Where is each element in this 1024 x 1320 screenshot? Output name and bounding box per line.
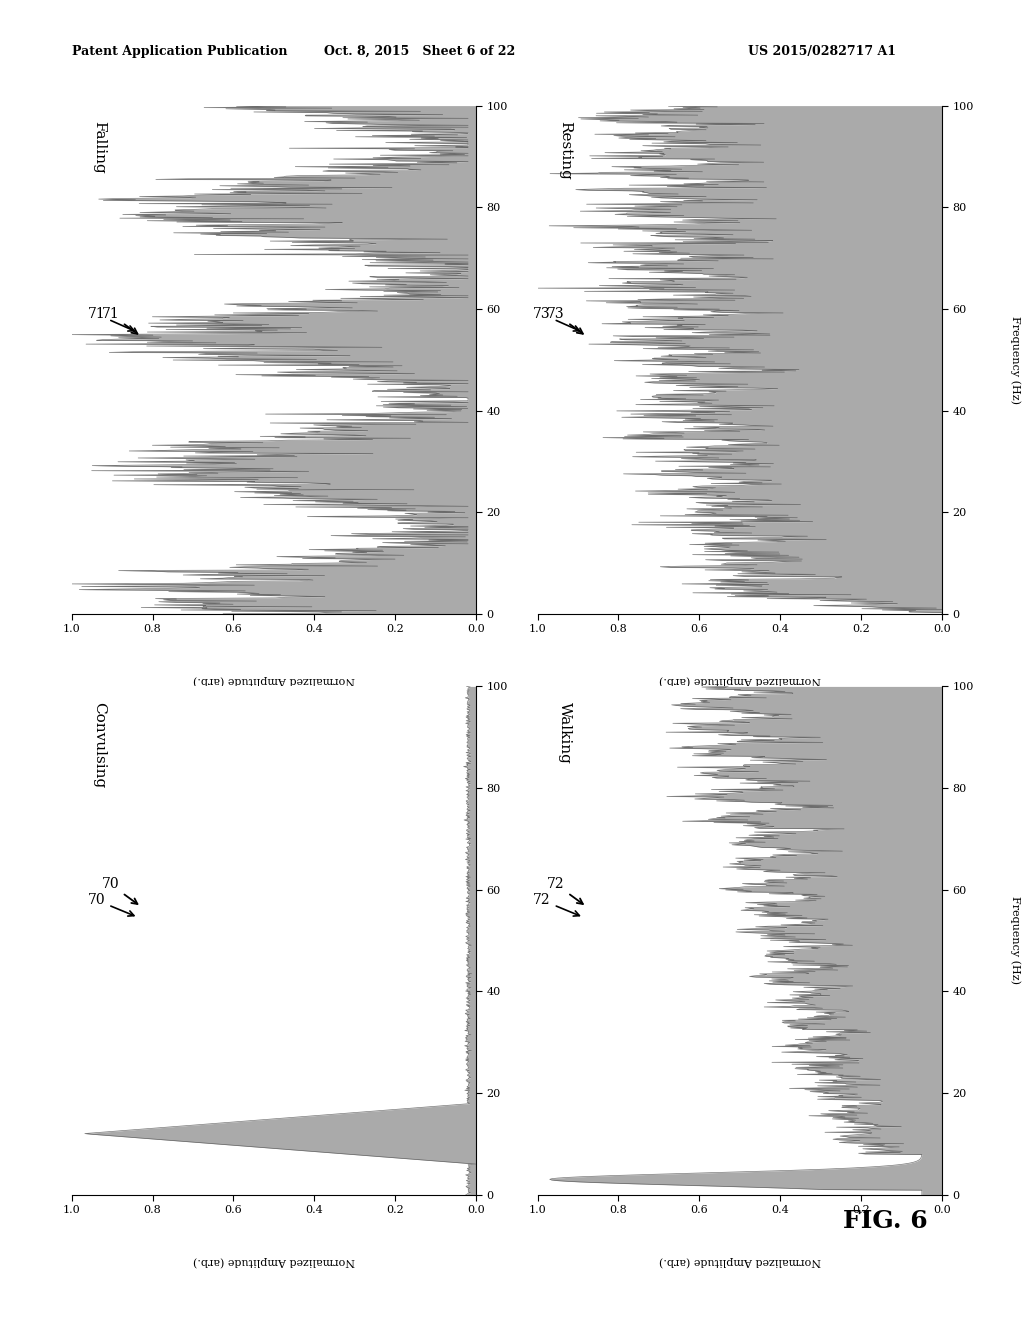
Text: 72: 72 [547, 878, 583, 904]
Text: Resting: Resting [558, 121, 571, 180]
Text: 73: 73 [547, 308, 583, 334]
Text: Convulsing: Convulsing [92, 702, 105, 788]
Text: Normalized Amplitude (arb.): Normalized Amplitude (arb.) [193, 1255, 355, 1266]
Text: Falling: Falling [92, 121, 105, 174]
Text: US 2015/0282717 A1: US 2015/0282717 A1 [748, 45, 896, 58]
Text: Normalized Amplitude (arb.): Normalized Amplitude (arb.) [658, 1255, 821, 1266]
Text: Normalized Amplitude (arb.): Normalized Amplitude (arb.) [658, 675, 821, 685]
Text: Frequency (Hz): Frequency (Hz) [1010, 315, 1020, 404]
Text: FIG. 6: FIG. 6 [844, 1209, 928, 1233]
Text: Frequency (Hz): Frequency (Hz) [544, 896, 554, 985]
Text: 71: 71 [88, 308, 134, 331]
Text: Frequency (Hz): Frequency (Hz) [1010, 896, 1020, 985]
Text: Frequency (Hz): Frequency (Hz) [544, 315, 554, 404]
Text: 72: 72 [534, 894, 580, 916]
Text: Oct. 8, 2015   Sheet 6 of 22: Oct. 8, 2015 Sheet 6 of 22 [325, 45, 515, 58]
Text: Patent Application Publication: Patent Application Publication [72, 45, 287, 58]
Text: 70: 70 [88, 894, 134, 916]
Text: Normalized Amplitude (arb.): Normalized Amplitude (arb.) [193, 675, 355, 685]
Text: 71: 71 [101, 308, 137, 334]
Text: Walking: Walking [558, 702, 571, 763]
Text: 73: 73 [534, 308, 580, 331]
Text: 70: 70 [101, 878, 137, 904]
